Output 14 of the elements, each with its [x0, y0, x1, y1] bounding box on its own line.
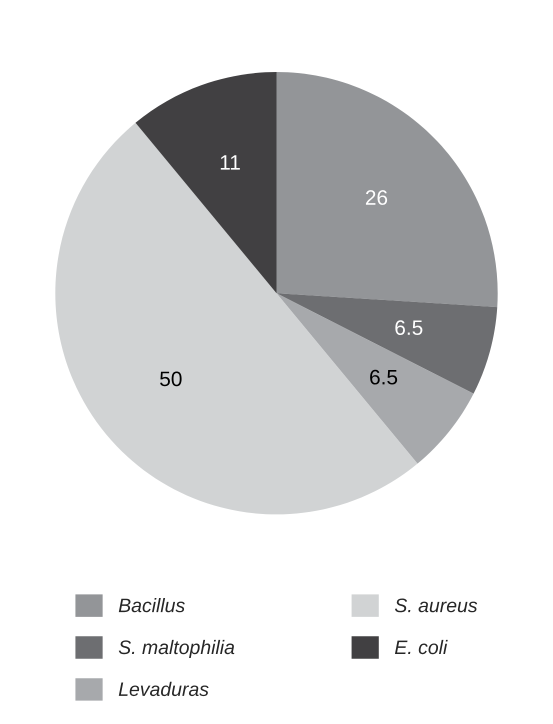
legend-label: S. maltophilia [118, 640, 234, 658]
pie-slice [276, 72, 498, 308]
pie-slice [136, 72, 276, 294]
data-label: 11 [220, 155, 240, 170]
legend-label: E. coli [394, 640, 448, 654]
legend-label: S. aureus [394, 598, 478, 612]
data-label: 26 [366, 190, 388, 205]
data-label: 50 [160, 371, 182, 386]
data-label: 6.5 [395, 320, 422, 335]
legend-label: Bacillus [118, 598, 185, 612]
legend-label: Levaduras [118, 682, 209, 696]
pie-slice [276, 293, 474, 464]
data-label: 6.5 [370, 370, 398, 385]
pie-slice [276, 293, 498, 394]
